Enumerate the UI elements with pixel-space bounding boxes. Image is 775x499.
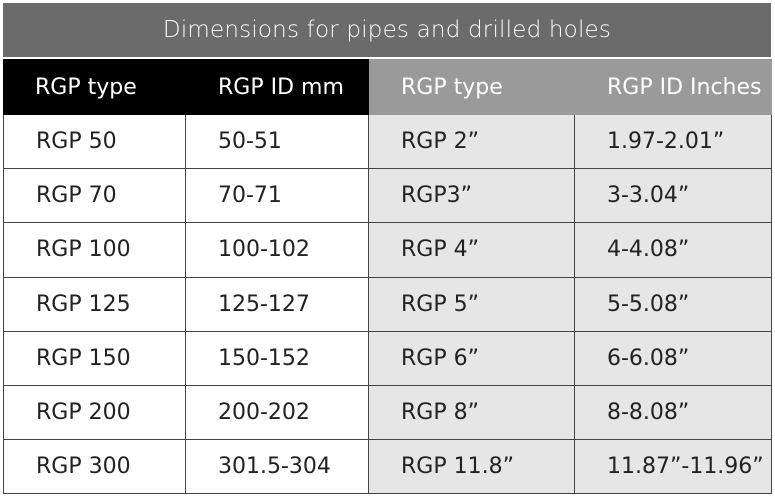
table-cell: 5-5.08”	[575, 277, 772, 332]
table-cell: RGP 70	[3, 169, 186, 224]
table-cell: RGP 6”	[369, 331, 575, 386]
table-cell: RGP 50	[3, 115, 186, 170]
column-header: RGP type	[3, 59, 186, 115]
table-cell: 200-202	[186, 386, 369, 441]
table-cell: RGP 5”	[369, 277, 575, 332]
column-header: RGP ID Inches	[575, 59, 772, 115]
table-cell: 1.97-2.01”	[575, 115, 772, 170]
column-header: RGP ID mm	[186, 59, 369, 115]
table-cell: RGP 125	[3, 277, 186, 332]
table-cell: RGP 200	[3, 386, 186, 441]
table-cell: 50-51	[186, 115, 369, 170]
table-cell: 70-71	[186, 169, 369, 224]
table-cell: RGP 150	[3, 331, 186, 386]
table-cell: 6-6.08”	[575, 331, 772, 386]
table-cell: 4-4.08”	[575, 223, 772, 278]
table-cell: 8-8.08”	[575, 386, 772, 441]
table-cell: 100-102	[186, 223, 369, 278]
table-cell: RGP 11.8”	[369, 440, 575, 495]
table-cell: RGP 100	[3, 223, 186, 278]
table-cell: 125-127	[186, 277, 369, 332]
table-cell: 301.5-304	[186, 440, 369, 495]
table-cell: RGP3”	[369, 169, 575, 224]
table-cell: RGP 300	[3, 440, 186, 495]
table-cell: 150-152	[186, 331, 369, 386]
table-cell: RGP 2”	[369, 115, 575, 170]
table-title: Dimensions for pipes and drilled holes	[3, 3, 771, 57]
column-header: RGP type	[369, 59, 575, 115]
table-cell: 11.87”-11.96”	[575, 440, 772, 495]
table-cell: 3-3.04”	[575, 169, 772, 224]
table-cell: RGP 4”	[369, 223, 575, 278]
table-cell: RGP 8”	[369, 386, 575, 441]
